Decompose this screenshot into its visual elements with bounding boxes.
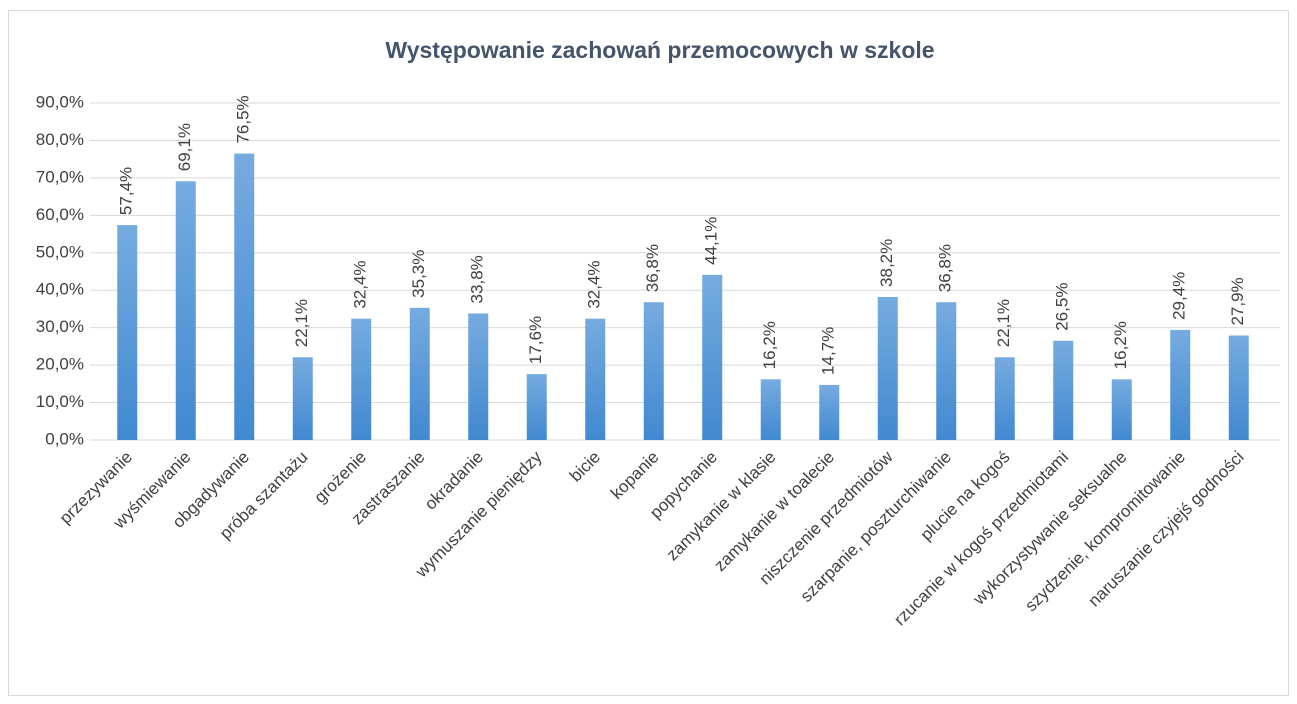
chart-title: Występowanie zachowań przemocowych w szk… xyxy=(385,37,934,63)
y-tick-label: 20,0% xyxy=(36,355,84,374)
bar xyxy=(351,318,372,440)
y-tick-label: 90,0% xyxy=(36,92,84,111)
bar xyxy=(175,181,196,440)
bar xyxy=(760,379,781,440)
data-label: 22,1% xyxy=(994,299,1013,347)
data-label: 44,1% xyxy=(702,217,721,265)
y-tick-label: 0,0% xyxy=(45,429,84,448)
data-label: 26,5% xyxy=(1053,283,1072,331)
bar xyxy=(877,296,898,440)
data-label: 35,3% xyxy=(409,250,428,298)
data-label: 17,6% xyxy=(526,316,545,364)
data-label: 14,7% xyxy=(819,327,838,375)
data-label: 16,2% xyxy=(1111,321,1130,369)
bar xyxy=(526,374,547,440)
y-tick-label: 80,0% xyxy=(36,130,84,149)
bar xyxy=(468,313,489,440)
y-tick-label: 10,0% xyxy=(36,392,84,411)
bar xyxy=(1228,335,1249,440)
bar xyxy=(117,225,138,440)
bar xyxy=(1053,340,1074,440)
data-label: 16,2% xyxy=(760,321,779,369)
bar xyxy=(936,302,957,440)
bar xyxy=(1170,329,1191,440)
data-label: 29,4% xyxy=(1170,272,1189,320)
data-label: 57,4% xyxy=(117,167,136,215)
bar xyxy=(585,318,606,440)
data-label: 36,8% xyxy=(643,244,662,292)
data-label: 38,2% xyxy=(877,239,896,287)
data-label: 22,1% xyxy=(292,299,311,347)
data-label: 36,8% xyxy=(936,244,955,292)
y-tick-label: 50,0% xyxy=(36,242,84,261)
y-tick-label: 40,0% xyxy=(36,280,84,299)
bar xyxy=(234,153,255,441)
y-tick-label: 30,0% xyxy=(36,317,84,336)
y-tick-label: 70,0% xyxy=(36,167,84,186)
bar xyxy=(292,357,313,440)
y-tick-label: 60,0% xyxy=(36,205,84,224)
data-label: 76,5% xyxy=(234,95,253,143)
bar xyxy=(1111,379,1132,440)
bar xyxy=(702,274,723,440)
bar xyxy=(643,302,664,440)
data-label: 32,4% xyxy=(351,260,370,308)
bar xyxy=(994,357,1015,440)
bar xyxy=(819,384,840,440)
data-label: 32,4% xyxy=(585,260,604,308)
data-label: 69,1% xyxy=(175,123,194,171)
data-label: 27,9% xyxy=(1228,277,1247,325)
bar xyxy=(409,307,430,440)
data-label: 33,8% xyxy=(468,255,487,303)
